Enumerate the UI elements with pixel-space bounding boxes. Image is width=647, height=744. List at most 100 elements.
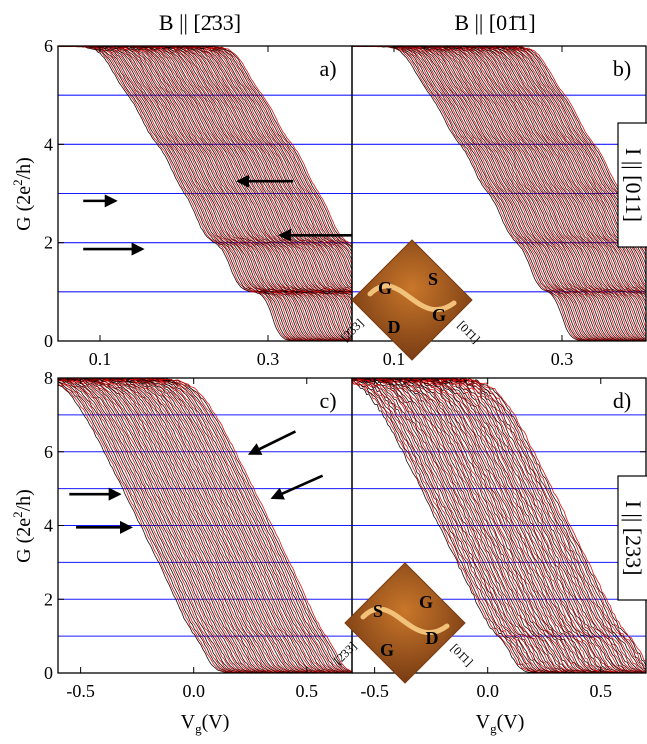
conductance-trace — [352, 46, 646, 341]
conductance-trace — [352, 46, 646, 341]
conductance-trace — [58, 46, 352, 299]
panel-label: c) — [319, 388, 336, 413]
crystal-axis-label: [01̄1] — [448, 641, 476, 669]
conductance-trace — [58, 383, 352, 673]
sample-inset: S GGD[2̄33] [01̄1] — [331, 562, 476, 684]
conductance-trace — [58, 46, 352, 332]
conductance-trace — [352, 378, 646, 671]
panel-label: d) — [613, 388, 631, 413]
crystal-axis-label: [01̄1] — [455, 318, 483, 346]
conductance-trace — [352, 46, 646, 329]
conductance-trace — [352, 46, 646, 312]
x-axis-label-right: Vg(V) — [476, 711, 525, 736]
conductance-trace — [352, 378, 646, 673]
x-axis-label-left: Vg(V) — [181, 711, 230, 736]
electrode-label: D — [388, 317, 401, 337]
conductance-trace — [58, 46, 352, 341]
y-tick-label: 4 — [44, 516, 53, 536]
conductance-trace — [352, 46, 646, 341]
conductance-trace — [58, 46, 352, 339]
etched-wire — [360, 606, 450, 636]
conductance-trace — [58, 46, 352, 295]
conductance-trace — [58, 378, 352, 673]
conductance-trace — [352, 46, 646, 252]
conductance-trace — [353, 378, 646, 668]
conductance-trace — [352, 46, 646, 341]
conductance-trace — [352, 46, 646, 289]
row-label-top-box — [617, 122, 647, 248]
conductance-trace — [363, 378, 646, 673]
conductance-trace — [58, 378, 352, 673]
conductance-trace — [58, 46, 352, 306]
conductance-trace — [352, 46, 646, 341]
conductance-trace — [58, 46, 352, 291]
electrode-label: S — [373, 601, 383, 621]
etched-wire — [367, 283, 457, 313]
conductance-trace — [354, 378, 646, 673]
col-title-right: B || [01̄1] — [454, 10, 535, 35]
y-tick-label: 6 — [44, 36, 53, 56]
conductance-trace — [58, 46, 352, 341]
x-tick-label: -0.5 — [360, 681, 389, 701]
panel-c: -0.5 0.0 0.5 0 2 4 6 8 c) — [44, 368, 353, 701]
conductance-trace — [352, 46, 646, 341]
conductance-trace — [355, 378, 646, 662]
conductance-trace — [58, 384, 352, 673]
conductance-trace — [353, 378, 646, 673]
conductance-trace — [352, 46, 646, 323]
y-label-part-3: /h) — [13, 489, 35, 511]
conductance-trace — [58, 46, 352, 341]
row-label-top: I || [011] — [617, 122, 647, 248]
conductance-trace — [354, 378, 646, 673]
conductance-trace — [58, 46, 352, 294]
conductance-trace — [352, 46, 646, 341]
electrode-label: G — [378, 278, 392, 298]
conductance-trace — [58, 46, 352, 341]
conductance-trace — [352, 378, 646, 673]
conductance-trace — [58, 46, 352, 293]
conductance-trace — [354, 378, 646, 670]
row-label-top-text: I || [011] — [621, 148, 646, 222]
conductance-trace — [353, 378, 646, 673]
conductance-trace — [352, 378, 646, 673]
conductance-trace — [353, 378, 646, 673]
y-label-part-1: G (2e — [13, 186, 35, 231]
conductance-trace — [58, 46, 352, 341]
conductance-trace — [352, 46, 646, 341]
conductance-trace — [58, 378, 352, 673]
x-tick-label: 0.1 — [89, 349, 112, 369]
conductance-trace — [58, 46, 352, 341]
row-label-bottom-box — [617, 475, 647, 601]
conductance-trace — [352, 46, 646, 318]
conductance-trace — [58, 378, 352, 673]
conductance-trace — [58, 46, 352, 317]
electrode-label: S — [428, 269, 438, 289]
conductance-trace — [353, 378, 646, 673]
x-label-part-3: (V) — [202, 711, 230, 733]
col-title-left: B || [2̄33] — [159, 10, 241, 35]
conductance-trace — [352, 46, 646, 299]
conductance-trace — [352, 46, 646, 341]
conductance-trace — [352, 46, 646, 297]
conductance-trace — [58, 46, 352, 289]
conductance-trace — [352, 46, 646, 341]
conductance-trace — [58, 380, 352, 673]
x-tick-label: 0.1 — [383, 349, 406, 369]
panel-label: a) — [319, 56, 336, 81]
conductance-trace — [353, 378, 646, 673]
conductance-trace — [352, 46, 646, 341]
y-tick-label: 2 — [44, 233, 53, 253]
electrode-label: G — [432, 305, 446, 325]
x-label-part-1: V — [476, 711, 491, 733]
conductance-trace — [352, 46, 646, 332]
y-label-part-3: /h) — [13, 157, 35, 179]
y-tick-label: 0 — [44, 331, 53, 351]
conductance-trace — [58, 46, 352, 328]
electrode-label: G — [419, 592, 433, 612]
electrode-label: D — [426, 628, 439, 648]
y-label-part-2: 2 — [10, 511, 25, 518]
y-tick-label: 8 — [44, 368, 53, 388]
svg-text:G (2e2/h): G (2e2/h) — [10, 157, 35, 231]
conductance-trace — [352, 46, 646, 276]
